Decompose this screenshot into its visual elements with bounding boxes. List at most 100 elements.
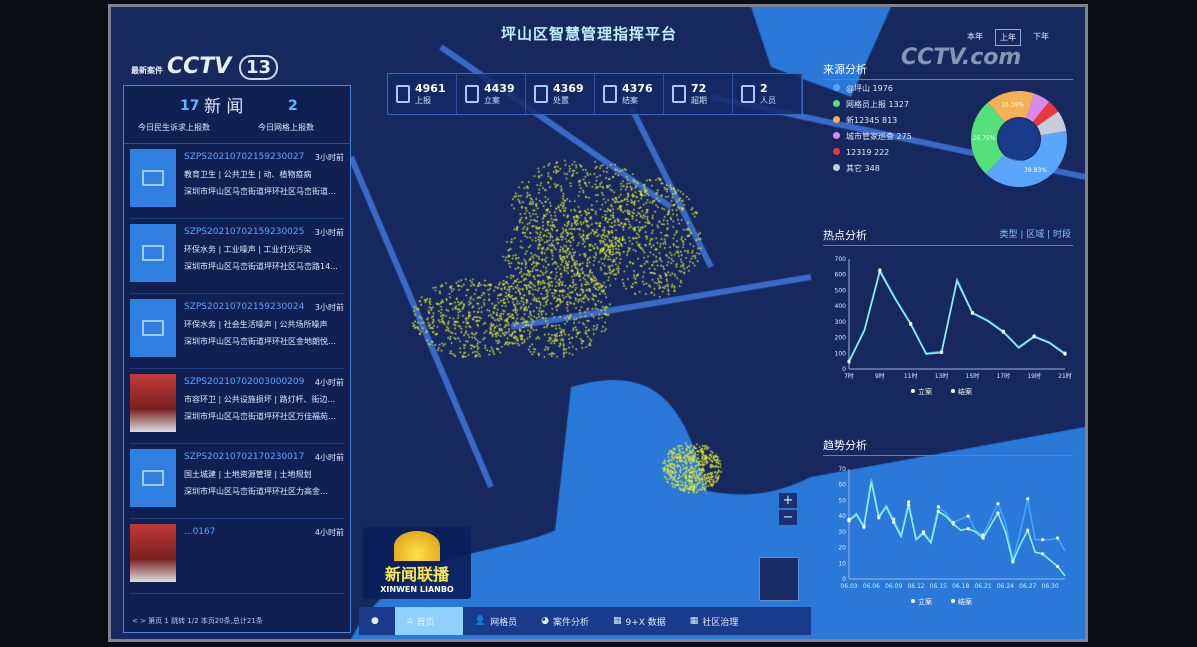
stat-4[interactable]: 72 超期 <box>664 74 733 114</box>
hotspot-title: 热点分析 <box>823 227 1073 246</box>
data-point <box>906 500 911 504</box>
data-point <box>966 527 970 531</box>
donut-slice-5[interactable] <box>1037 111 1067 136</box>
source-legend-item[interactable]: 其它 348 <box>833 161 912 177</box>
nav-item-3[interactable]: ◕ 案件分析 <box>529 607 601 635</box>
stat-2[interactable]: 4369 处置 <box>526 74 595 114</box>
page-title: 坪山区智慧管理指挥平台 <box>501 25 678 43</box>
hotspot-tabs[interactable]: 类型 | 区域 | 时段 <box>999 230 1071 240</box>
document-icon <box>534 85 548 103</box>
x-tick-label: 06.24 <box>997 583 1014 590</box>
y-tick-label: 50 <box>838 497 846 504</box>
y-tick-label: 300 <box>835 319 847 326</box>
donut-slice-0[interactable] <box>985 130 1067 188</box>
map-zoom: + − <box>779 493 797 527</box>
source-legend-item[interactable]: 城市管家巡查 275 <box>833 129 912 145</box>
hotspot-chart: 0 100 200 300 400 500 600 700 7时 9时 11时 13时 15时 17时 19… <box>835 256 1072 396</box>
x-tick-label: 06.06 <box>863 583 880 590</box>
y-tick-label: 200 <box>835 335 847 342</box>
year-0[interactable]: 本年 <box>967 32 983 41</box>
today-appeal-count: 17 <box>180 98 200 114</box>
year-2[interactable]: 下年 <box>1033 32 1049 41</box>
legend-label[interactable]: 立案 <box>918 597 932 606</box>
slice-label: 16.39% <box>1001 102 1024 109</box>
slice-label: 39.83% <box>1024 167 1047 174</box>
nav-item-0[interactable]: ● <box>359 607 395 635</box>
zoom-in-button[interactable]: + <box>779 493 797 508</box>
legend-marker <box>911 389 915 393</box>
stat-label: 上报 <box>415 96 431 105</box>
source-legend-item[interactable]: 12319 222 <box>833 145 912 161</box>
news-item[interactable]: 3小时前 SZPS20210702159230025 环保水务 | 工业噪声 | 工… <box>130 224 344 294</box>
legend-label[interactable]: 结案 <box>958 387 972 396</box>
legend-dot <box>833 84 840 91</box>
x-tick-label: 06.15 <box>930 583 947 590</box>
item-time: 4小时前 <box>314 528 344 537</box>
legend-dot <box>833 116 840 123</box>
year-1[interactable]: 上年 <box>995 29 1021 46</box>
stat-1[interactable]: 4439 立案 <box>457 74 526 114</box>
donut-slice-4[interactable] <box>1032 101 1059 127</box>
donut-slice-2[interactable] <box>988 91 1035 123</box>
dot-icon: ● <box>371 616 379 626</box>
data-point <box>877 516 881 520</box>
legend-marker <box>951 389 955 393</box>
y-tick-label: 100 <box>835 350 847 357</box>
nav-item-2[interactable]: 👤 网格员 <box>463 607 529 635</box>
legend-label[interactable]: 立案 <box>918 387 932 396</box>
news-item[interactable]: 3小时前 SZPS20210702159230024 环保水务 | 社会生活噪声 |… <box>130 299 344 369</box>
nav-item-5[interactable]: ▦ 社区治理 <box>678 607 751 635</box>
item-id: SZPS20210702003000209 <box>184 377 305 387</box>
y-tick-label: 10 <box>838 560 846 567</box>
item-time: 4小时前 <box>314 453 344 462</box>
stat-5[interactable]: 2 人员 <box>733 74 802 114</box>
item-id: SZPS20210702159230025 <box>184 227 305 237</box>
series-line-立案 <box>848 478 1066 561</box>
source-name: 网格员上报 <box>846 100 886 109</box>
series-line-结案 <box>848 481 1066 577</box>
pagination[interactable]: < > 第页 1 跳转 1/2 本页20条,总计21条 <box>132 617 263 625</box>
user-icon: 👤 <box>474 616 487 626</box>
data-point <box>878 269 882 274</box>
data-point <box>847 519 851 523</box>
source-legend-item[interactable]: @坪山 1976 <box>833 81 912 97</box>
source-legend-item[interactable]: 网格员上报 1327 <box>833 97 912 113</box>
item-id: ...0167 <box>184 527 216 537</box>
zoom-out-button[interactable]: − <box>779 510 797 525</box>
news-item[interactable]: 4小时前 ...0167 <box>130 524 344 594</box>
stat-label: 人员 <box>760 96 776 105</box>
source-value: 275 <box>896 132 912 141</box>
source-value: 1976 <box>872 84 893 93</box>
y-tick-label: 700 <box>835 256 847 263</box>
stat-value: 4369 <box>553 82 584 95</box>
source-name: 12319 <box>846 148 872 157</box>
image-icon <box>142 320 164 336</box>
donut-slice-1[interactable] <box>971 102 1005 174</box>
y-tick-label: 400 <box>835 303 847 310</box>
y-tick-label: 20 <box>838 545 846 552</box>
nav-item-4[interactable]: ▦ 9+X 数据 <box>601 607 678 635</box>
legend-label[interactable]: 结案 <box>958 597 972 606</box>
source-value: 348 <box>864 164 880 173</box>
data-point <box>996 511 1000 515</box>
news-item[interactable]: 3小时前 SZPS20210702159230027 教育卫生 | 公共卫生 | 动… <box>130 149 344 219</box>
stat-value: 4961 <box>415 82 446 95</box>
bottom-nav: ● ⌂ 首页 👤 网格员 ◕ 案件分析 ▦ 9+X 数据 ▦ 社区治理 <box>359 607 811 635</box>
nav-label: 首页 <box>416 617 435 628</box>
stat-3[interactable]: 4376 结案 <box>595 74 664 114</box>
minimap[interactable] <box>759 557 799 601</box>
source-name: 城市管家巡查 <box>846 132 894 141</box>
x-tick-label: 06.03 <box>840 583 857 590</box>
stat-0[interactable]: 4961 上报 <box>388 74 457 114</box>
source-legend-item[interactable]: 新12345 813 <box>833 113 912 129</box>
nav-item-1[interactable]: ⌂ 首页 <box>394 607 463 635</box>
news-item[interactable]: 4小时前 SZPS20210702003000209 市容环卫 | 公共设施损坏 |… <box>130 374 344 444</box>
x-tick-label: 06.09 <box>885 583 902 590</box>
item-address: 深圳市坪山区马峦街道坪环社区马峦路14... <box>184 262 338 271</box>
stat-label: 超期 <box>691 96 707 105</box>
item-time: 3小时前 <box>314 153 344 162</box>
legend-dot <box>833 164 840 171</box>
news-item[interactable]: 4小时前 SZPS20210702170230017 国土城建 | 土地资源管理 |… <box>130 449 344 519</box>
donut-slice-3[interactable] <box>1026 93 1050 122</box>
data-point <box>939 350 944 355</box>
